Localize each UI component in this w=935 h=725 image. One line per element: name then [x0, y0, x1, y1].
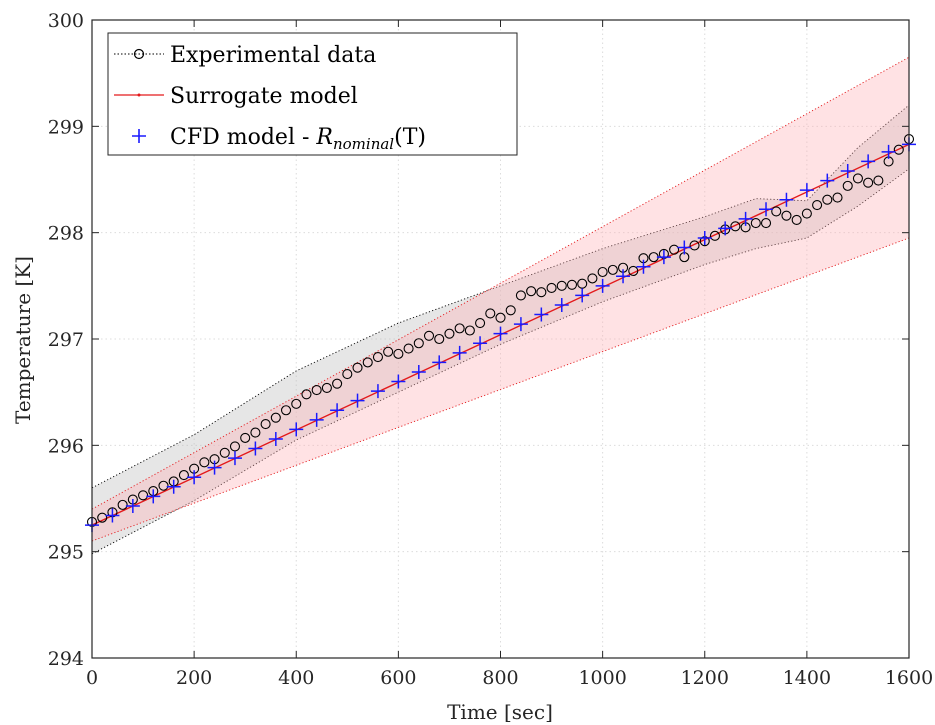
x-tick-label: 0: [86, 667, 98, 689]
x-tick-label: 1200: [681, 667, 729, 689]
x-tick-label: 600: [380, 667, 416, 689]
legend-experimental-label: Experimental data: [170, 43, 376, 68]
legend-surrogate-marker: [138, 94, 141, 97]
legend-cfd-symbol: R: [315, 125, 333, 150]
y-tick-label: 299: [48, 116, 84, 138]
y-tick-label: 295: [48, 542, 84, 564]
legend: Experimental data Surrogate model CFD mo…: [108, 33, 517, 155]
x-tick-label: 800: [482, 667, 518, 689]
x-tick-label: 1400: [783, 667, 831, 689]
y-tick-label: 298: [48, 223, 84, 245]
x-tick-label: 1600: [885, 667, 933, 689]
x-tick-label: 1000: [578, 667, 626, 689]
legend-surrogate-label: Surrogate model: [170, 84, 358, 109]
y-tick-label: 296: [48, 435, 84, 457]
legend-cfd-suffix: (T): [394, 125, 426, 150]
x-tick-label: 200: [176, 667, 212, 689]
y-tick-label: 297: [48, 329, 84, 351]
legend-cfd-prefix: CFD model -: [170, 125, 316, 150]
y-tick-label: 294: [48, 648, 84, 670]
y-axis-label: Temperature [K]: [11, 256, 35, 424]
y-tick-label: 300: [48, 10, 84, 32]
x-axis-label: Time [sec]: [447, 700, 553, 724]
x-tick-label: 400: [278, 667, 314, 689]
legend-cfd-subscript: nominal: [333, 135, 394, 153]
